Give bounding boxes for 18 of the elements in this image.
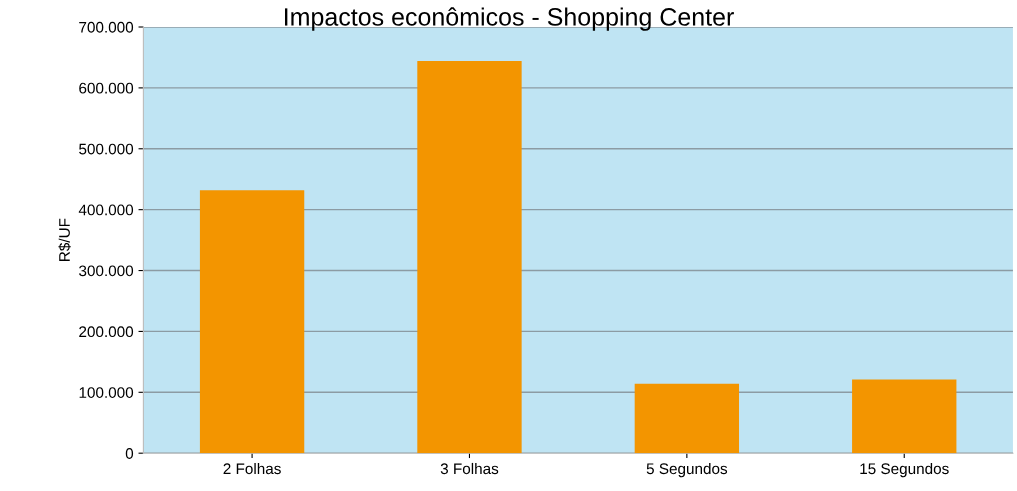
x-tick-label: 2 Folhas <box>223 462 281 475</box>
y-axis-title: R$/UF <box>58 218 71 261</box>
y-tick-label: 400.000 <box>78 204 134 216</box>
bar <box>417 61 522 454</box>
chart-title: Impactos econômicos - Shopping Center <box>285 7 734 31</box>
y-tick-label: 700.000 <box>79 21 134 33</box>
bar <box>852 379 957 454</box>
y-tick-label: 600.000 <box>79 82 134 94</box>
y-tick-label: 500.000 <box>79 143 134 155</box>
x-tick-label: 5 Segundos <box>646 462 728 478</box>
x-tick-label: 15 Segundos <box>860 462 949 478</box>
y-tick-label: 100.000 <box>79 387 134 398</box>
bar <box>199 190 305 454</box>
y-tick-label: 300.000 <box>79 265 134 277</box>
bar <box>634 383 740 454</box>
y-tick-label: 200.000 <box>79 326 134 338</box>
x-tick-label: 3 Folhas <box>440 462 499 475</box>
y-tick-label: 0 <box>125 448 134 459</box>
